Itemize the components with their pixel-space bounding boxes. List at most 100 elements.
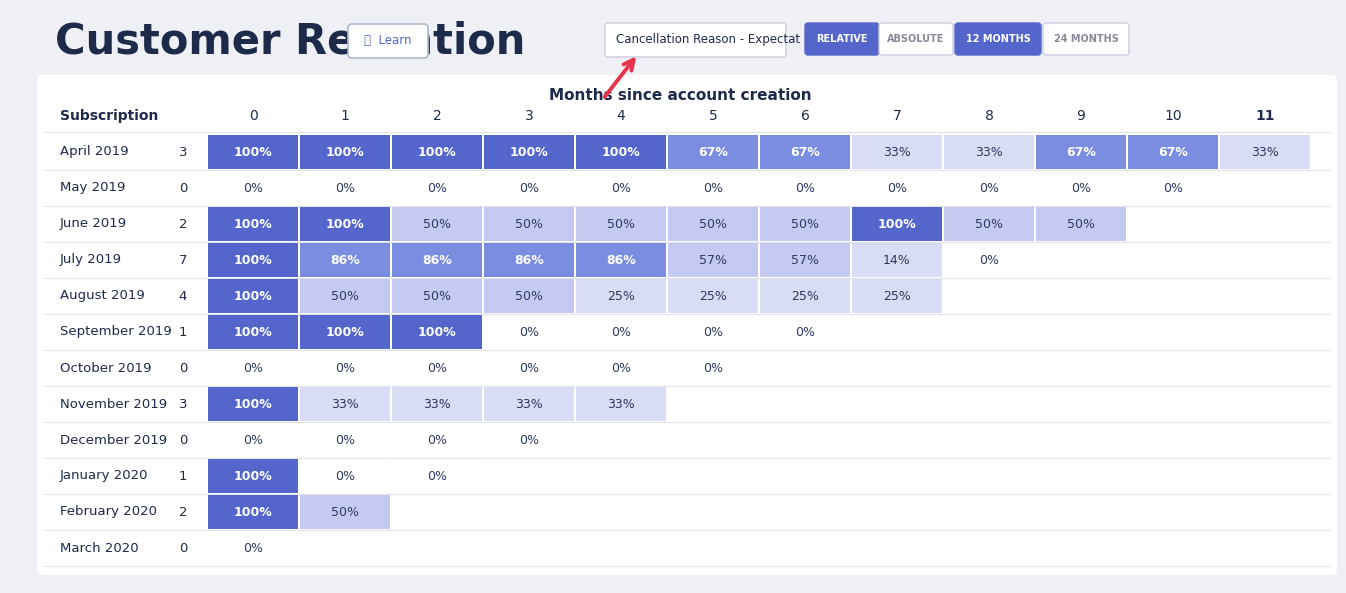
Bar	[1128, 171, 1218, 205]
Text: 0%: 0%	[979, 253, 999, 266]
Bar	[209, 531, 297, 565]
Bar	[852, 279, 942, 313]
Text: RELATIVE: RELATIVE	[816, 34, 868, 44]
Text: 86%: 86%	[330, 253, 359, 266]
Text: July 2019: July 2019	[61, 253, 122, 266]
Bar	[485, 351, 573, 385]
Text: December 2019: December 2019	[61, 433, 167, 447]
Text: January 2020: January 2020	[61, 470, 148, 483]
Text: June 2019: June 2019	[61, 218, 127, 231]
Text: 50%: 50%	[516, 218, 542, 231]
Bar	[485, 315, 573, 349]
Bar	[668, 351, 758, 385]
Bar	[300, 423, 390, 457]
Bar	[300, 243, 390, 277]
Text: 2: 2	[179, 505, 187, 518]
Text: ABSOLUTE: ABSOLUTE	[887, 34, 945, 44]
Text: 25%: 25%	[607, 289, 635, 302]
Text: 86%: 86%	[606, 253, 635, 266]
Bar	[209, 135, 297, 169]
Bar	[668, 279, 758, 313]
Text: 1: 1	[341, 109, 350, 123]
Bar	[576, 351, 666, 385]
Text: 25%: 25%	[699, 289, 727, 302]
Text: 100%: 100%	[234, 253, 272, 266]
Text: 14%: 14%	[883, 253, 911, 266]
Text: 0: 0	[179, 362, 187, 375]
Text: 67%: 67%	[790, 145, 820, 158]
Text: 0%: 0%	[703, 181, 723, 195]
Text: 0%: 0%	[703, 362, 723, 375]
FancyBboxPatch shape	[805, 23, 879, 55]
Bar	[760, 315, 851, 349]
Bar	[1036, 135, 1127, 169]
Text: 0: 0	[249, 109, 257, 123]
Bar	[944, 243, 1034, 277]
Text: 33%: 33%	[516, 397, 542, 410]
Text: 0%: 0%	[795, 326, 814, 339]
Text: 0%: 0%	[520, 362, 538, 375]
Bar	[760, 135, 851, 169]
Bar	[209, 315, 297, 349]
Bar	[944, 171, 1034, 205]
Text: 0%: 0%	[335, 470, 355, 483]
Bar	[1036, 207, 1127, 241]
Text: November 2019: November 2019	[61, 397, 167, 410]
Text: 0%: 0%	[887, 181, 907, 195]
Text: 50%: 50%	[699, 218, 727, 231]
Bar	[209, 171, 297, 205]
Bar	[576, 135, 666, 169]
FancyBboxPatch shape	[1043, 23, 1129, 55]
Bar	[944, 207, 1034, 241]
Text: 0%: 0%	[244, 362, 262, 375]
Text: 33%: 33%	[883, 145, 911, 158]
Bar	[300, 459, 390, 493]
Bar	[576, 243, 666, 277]
Bar	[300, 315, 390, 349]
Text: 0%: 0%	[703, 326, 723, 339]
Bar	[668, 315, 758, 349]
FancyBboxPatch shape	[956, 23, 1040, 55]
Text: 0: 0	[179, 181, 187, 195]
Text: 33%: 33%	[331, 397, 359, 410]
Text: 50%: 50%	[791, 218, 818, 231]
Bar	[760, 243, 851, 277]
Text: 25%: 25%	[791, 289, 818, 302]
Bar	[209, 351, 297, 385]
Bar	[392, 351, 482, 385]
Text: 0%: 0%	[611, 326, 631, 339]
Bar	[485, 207, 573, 241]
Text: ⓘ  Learn: ⓘ Learn	[365, 34, 412, 47]
Text: 100%: 100%	[417, 326, 456, 339]
FancyBboxPatch shape	[879, 23, 953, 55]
Bar	[760, 171, 851, 205]
Text: 100%: 100%	[417, 145, 456, 158]
Text: 6: 6	[801, 109, 809, 123]
Text: 0%: 0%	[427, 181, 447, 195]
Text: 0: 0	[179, 541, 187, 554]
Bar	[576, 387, 666, 421]
Bar	[392, 135, 482, 169]
Text: 33%: 33%	[1252, 145, 1279, 158]
Text: 12 MONTHS: 12 MONTHS	[965, 34, 1031, 44]
Bar	[392, 243, 482, 277]
Text: 50%: 50%	[331, 505, 359, 518]
Text: 0: 0	[179, 433, 187, 447]
Text: 8: 8	[984, 109, 993, 123]
Text: 0%: 0%	[979, 181, 999, 195]
Bar	[485, 387, 573, 421]
Bar	[576, 279, 666, 313]
Text: 57%: 57%	[791, 253, 818, 266]
Text: 67%: 67%	[1158, 145, 1189, 158]
Text: September 2019: September 2019	[61, 326, 172, 339]
Text: April 2019: April 2019	[61, 145, 129, 158]
Text: 2: 2	[179, 218, 187, 231]
Bar	[485, 243, 573, 277]
Text: 100%: 100%	[326, 326, 365, 339]
Bar	[668, 243, 758, 277]
Text: 0%: 0%	[1071, 181, 1092, 195]
Text: 50%: 50%	[331, 289, 359, 302]
Text: Subscription: Subscription	[61, 109, 159, 123]
Text: 0%: 0%	[335, 433, 355, 447]
Bar	[485, 135, 573, 169]
